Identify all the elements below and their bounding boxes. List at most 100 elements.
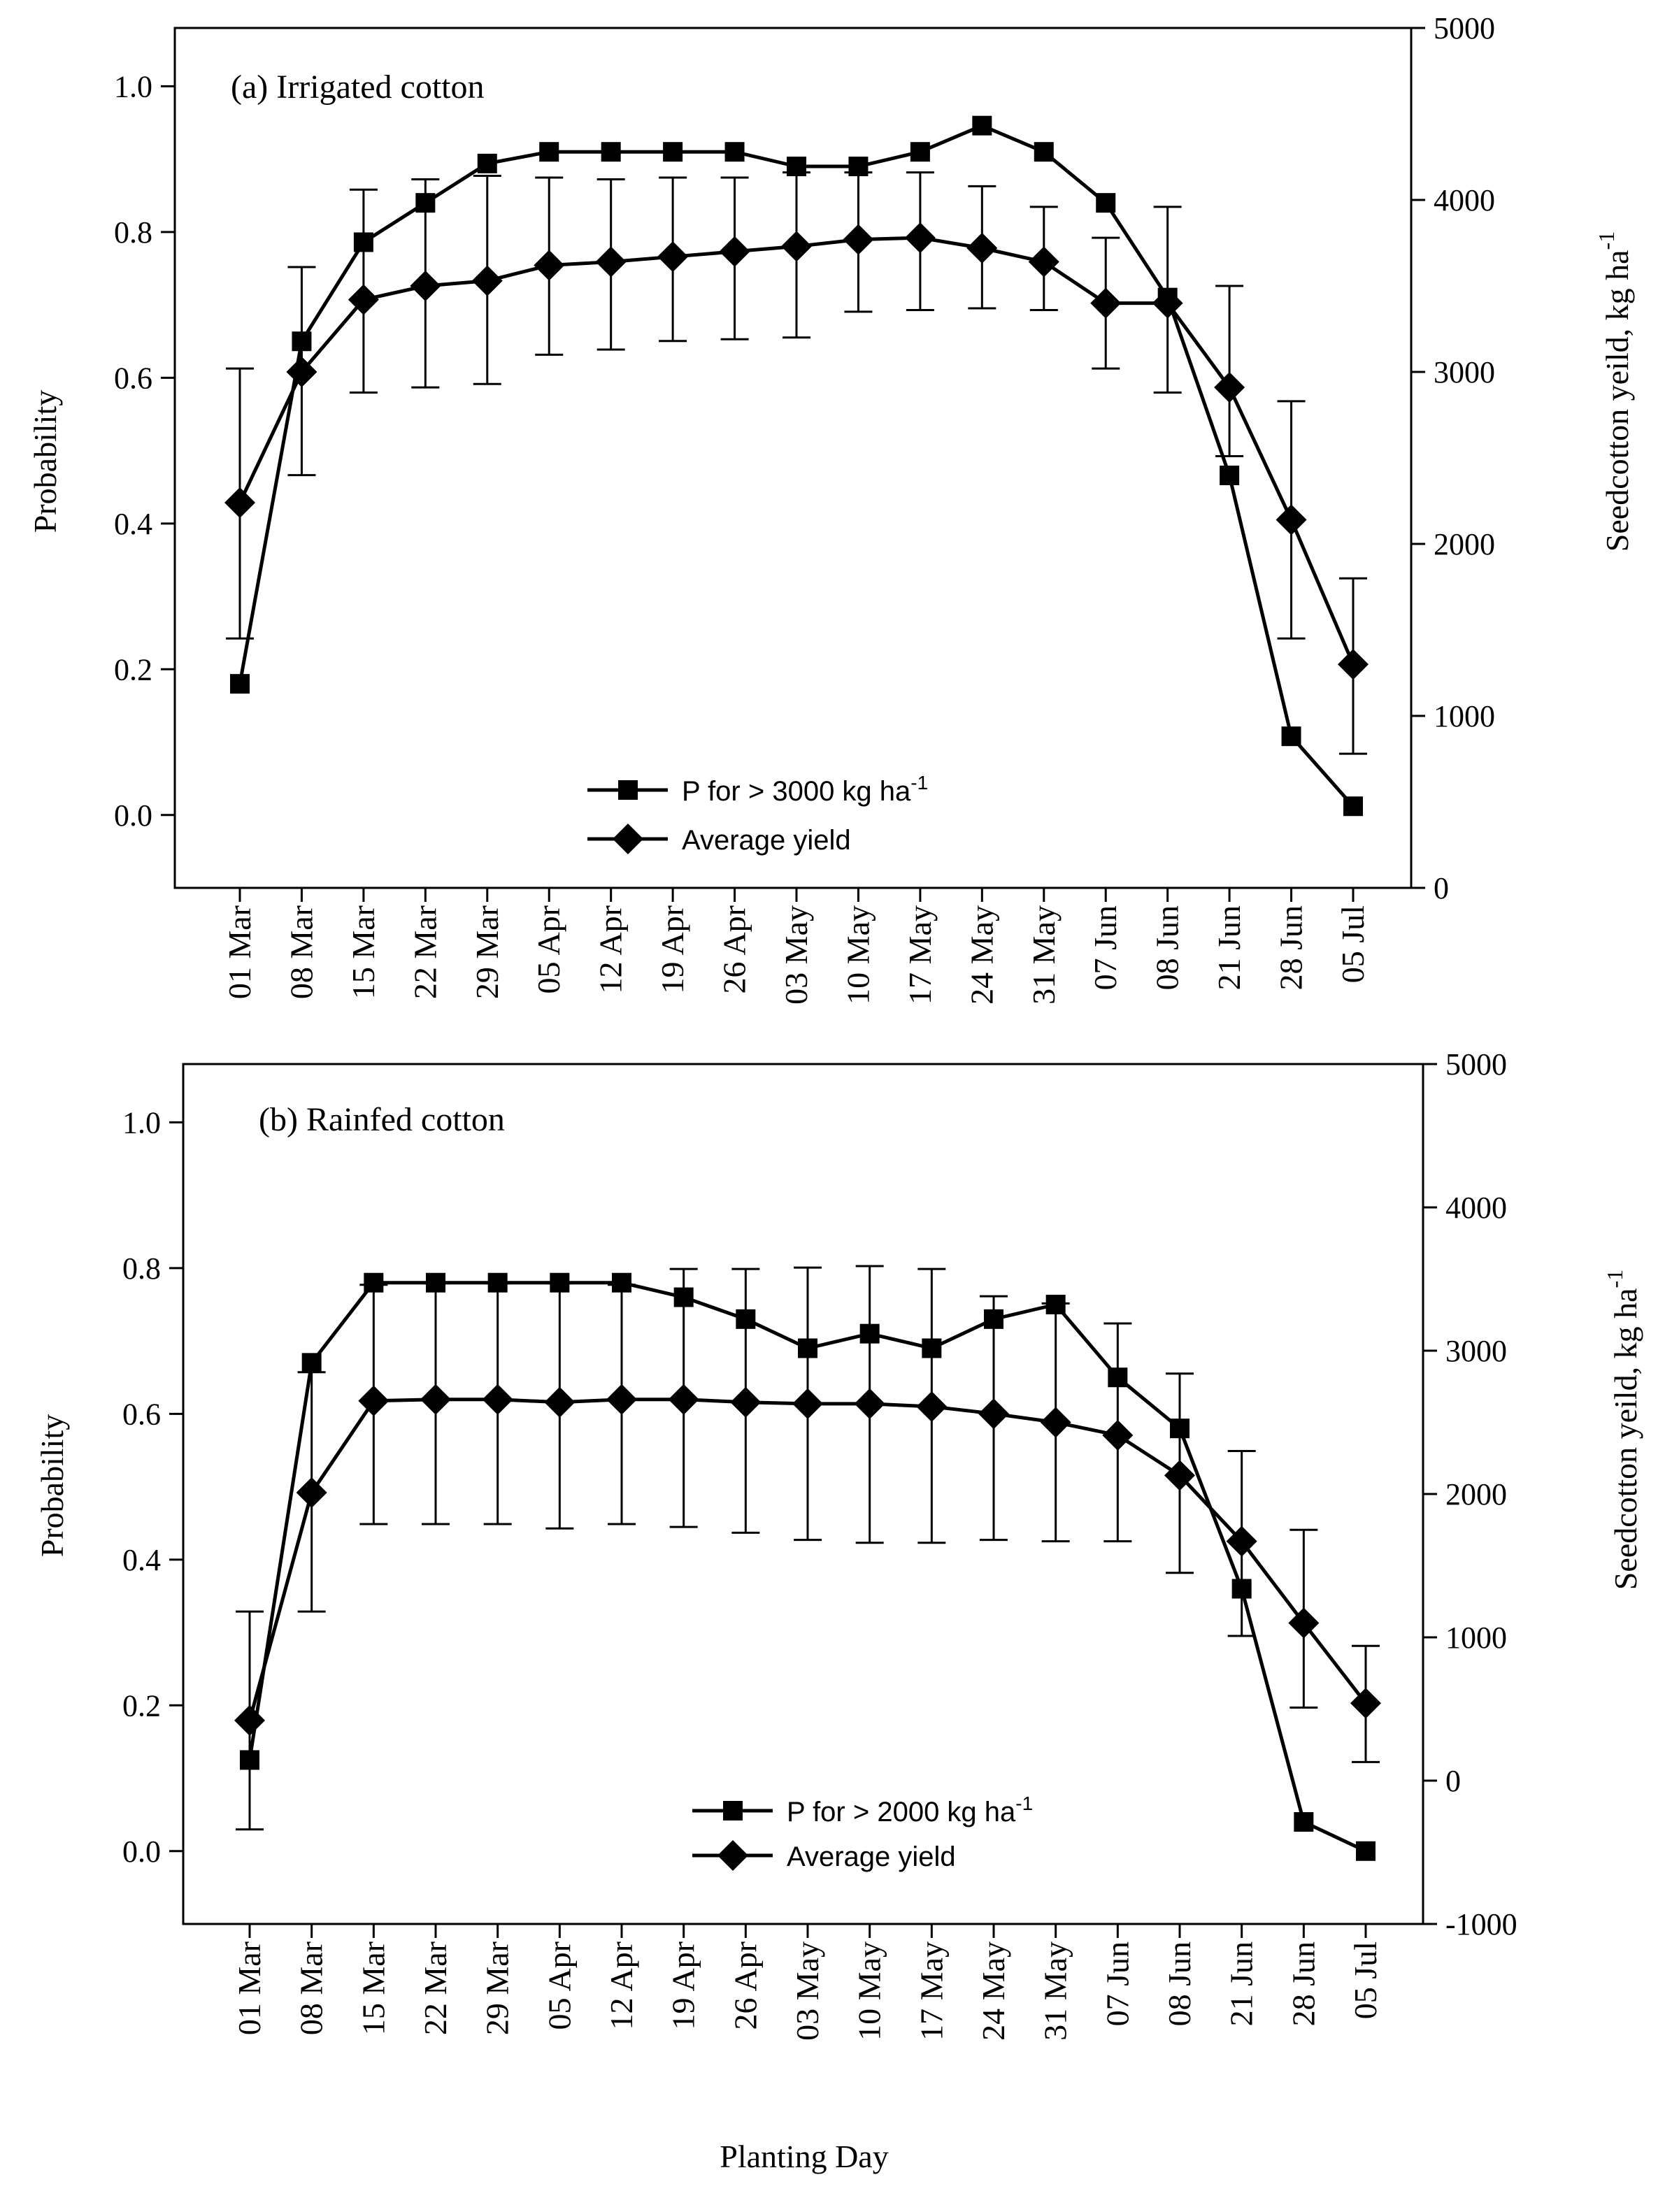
y-left-tick-label: 0.0 (122, 1834, 161, 1869)
legend-label-probability: P for > 2000 kg ha-1 (787, 1793, 1033, 1827)
probability-point (910, 142, 930, 162)
yield-point (358, 1385, 390, 1416)
yield-point (781, 231, 812, 262)
probability-point (487, 1272, 508, 1293)
probability-point (1356, 1841, 1376, 1861)
legend-square-marker (618, 780, 638, 800)
yield-point (1350, 1688, 1381, 1719)
yield-point (1276, 504, 1307, 536)
probability-point (1170, 1419, 1189, 1439)
probability-point (364, 1272, 384, 1293)
yield-point (410, 271, 441, 301)
y-right-tick-label: 4000 (1445, 1191, 1507, 1225)
x-tick-label: 17 May (913, 1941, 949, 2041)
legend-square-marker (723, 1801, 743, 1820)
x-tick-label: 21 Jun (1211, 905, 1247, 990)
probability-point (1220, 466, 1240, 486)
y-left-tick-label: 1.0 (114, 69, 152, 103)
probability-point (550, 1272, 570, 1293)
probability-point (724, 142, 745, 162)
x-tick-label: 19 Apr (666, 1941, 701, 2030)
yield-point (904, 222, 936, 254)
probability-point (1294, 1812, 1314, 1832)
x-tick-label: 05 Apr (541, 1941, 577, 2030)
yield-point (482, 1384, 513, 1415)
x-tick-label: 03 May (778, 905, 814, 1005)
plot-frame-irrigated (173, 27, 1413, 889)
x-axis-label: Planting Day (720, 2139, 888, 2174)
legend-label-yield: Average yield (787, 1841, 956, 1872)
x-tick-label: 12 Apr (593, 905, 629, 994)
x-tick-label: 31 May (1026, 905, 1062, 1005)
y-left-tick-label: 0.8 (114, 215, 152, 250)
probability-point (848, 157, 869, 177)
yield-point (668, 1384, 699, 1415)
x-tick-label: 31 May (1038, 1941, 1073, 2041)
yield-point (1214, 372, 1245, 403)
x-tick-label: 24 May (964, 905, 999, 1005)
legend-superscript-probability: -1 (910, 772, 928, 793)
y2-label-superscript: -1 (1602, 1270, 1627, 1288)
yield-point (854, 1388, 885, 1419)
yield-point (916, 1391, 948, 1422)
x-tick-label: 21 Jun (1224, 1941, 1259, 2026)
legend-rainfed: P for > 2000 kg ha-1 Average yield (692, 1793, 1033, 1872)
y-right-tick-label: 1000 (1434, 699, 1495, 733)
yield-point (1338, 649, 1369, 680)
yield-point (420, 1384, 451, 1415)
x-tick-label: 22 Mar (407, 905, 443, 999)
x-tick-label: 19 Apr (655, 905, 690, 994)
x-tick-label: 01 Mar (222, 905, 257, 999)
x-tick-label: 05 Apr (531, 905, 566, 994)
y-axis-right-rainfed: -1000 0 1000 2000 3000 4000 5000 (1423, 1047, 1517, 1941)
yield-point (792, 1388, 823, 1419)
y-left-tick-label: 0.6 (122, 1397, 161, 1431)
yield-point (1090, 287, 1122, 319)
y-right-tick-label: 3000 (1445, 1334, 1507, 1368)
yield-point (1164, 1460, 1195, 1491)
x-tick-label: 24 May (976, 1941, 1011, 2041)
yield-point (606, 1384, 637, 1415)
y-left-tick-label: 0.0 (114, 798, 152, 833)
legend-label-yield: Average yield (682, 825, 851, 856)
y2-label-superscript: -1 (1594, 231, 1619, 250)
x-tick-label: 08 Mar (294, 1941, 329, 2035)
x-tick-label: 07 Jun (1099, 1941, 1135, 2026)
probability-point (736, 1309, 756, 1329)
legend-superscript-probability: -1 (1015, 1793, 1033, 1814)
y-left-tick-label: 0.4 (122, 1543, 161, 1577)
legend-diamond-marker (613, 824, 643, 854)
probability-point (477, 153, 497, 173)
y-right-tick-label: 0 (1434, 871, 1449, 905)
x-tick-label: 17 May (902, 905, 938, 1005)
yield-point (1028, 246, 1059, 278)
probability-point (230, 674, 250, 694)
legend-irrigated: P for > 3000 kg ha-1 Average yield (587, 772, 928, 856)
probability-point (859, 1323, 880, 1344)
probability-point (787, 157, 806, 177)
yield-point (730, 1386, 762, 1418)
x-tick-label: 01 Mar (231, 1941, 267, 2035)
y-left-tick-label: 0.6 (114, 361, 152, 395)
yield-point (296, 1477, 327, 1508)
y-left-tick-label: 1.0 (122, 1105, 161, 1140)
y-axis-label-right-irrigated: Seedcotton yeild, kg ha-1 (1594, 231, 1635, 552)
probability-point (922, 1338, 942, 1358)
plot-area-irrigated (224, 115, 1369, 817)
probability-point (798, 1338, 817, 1358)
y-axis-label-left-rainfed: Probability (34, 1414, 70, 1557)
probability-point (1343, 796, 1363, 817)
y-left-tick-label: 0.8 (122, 1251, 161, 1286)
y-axis-right-irrigated: 0 1000 2000 3000 4000 5000 (1411, 11, 1495, 905)
x-tick-label: 07 Jun (1087, 905, 1123, 990)
yield-point (843, 224, 874, 255)
x-tick-label: 08 Jun (1162, 1941, 1197, 2026)
legend-label-probability: P for > 3000 kg ha-1 (682, 772, 928, 807)
yield-point (348, 284, 379, 315)
probability-point (426, 1272, 445, 1293)
yield-point (1040, 1407, 1071, 1438)
y-left-tick-label: 0.2 (122, 1688, 161, 1723)
x-tick-label: 28 Jun (1285, 1941, 1321, 2026)
